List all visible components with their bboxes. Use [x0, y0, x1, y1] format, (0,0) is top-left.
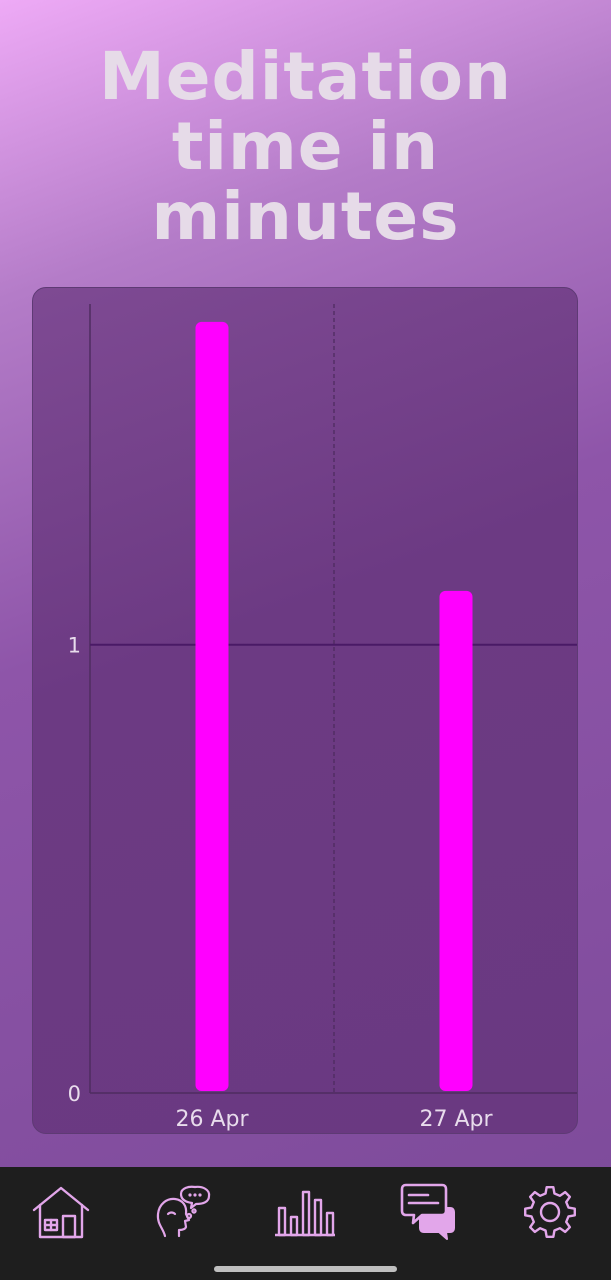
nav-home-button[interactable]	[25, 1176, 97, 1248]
y-tick-label: 1	[68, 634, 81, 658]
chat-bubbles-icon	[400, 1183, 455, 1240]
bottom-nav	[0, 1167, 611, 1256]
nav-chat-button[interactable]	[392, 1176, 464, 1248]
bar-chart-icon	[275, 1190, 336, 1236]
gesture-handle[interactable]	[214, 1266, 397, 1272]
page-title-line-1: Meditation	[99, 38, 512, 115]
nav-mind-button[interactable]	[147, 1176, 219, 1248]
page-title-line-2: time in	[171, 108, 440, 185]
bar-chart: 0 1 26 Apr 27 Apr	[68, 304, 577, 1132]
nav-settings-button[interactable]	[514, 1176, 586, 1248]
chart-card: 0 1 26 Apr 27 Apr	[32, 287, 578, 1134]
home-icon	[32, 1186, 90, 1238]
nav-stats-button[interactable]	[269, 1176, 341, 1248]
mind-talk-icon	[157, 1185, 211, 1237]
page-title-line-3: minutes	[151, 178, 460, 255]
x-tick-label: 26 Apr	[175, 1107, 249, 1132]
y-tick-label: 0	[68, 1082, 81, 1106]
page-title: Meditation time in minutes	[0, 42, 611, 252]
x-tick-label: 27 Apr	[419, 1107, 493, 1132]
bar	[439, 590, 473, 1091]
system-gesture-bar	[0, 1256, 611, 1280]
bar	[195, 321, 229, 1091]
gear-icon	[523, 1185, 576, 1238]
